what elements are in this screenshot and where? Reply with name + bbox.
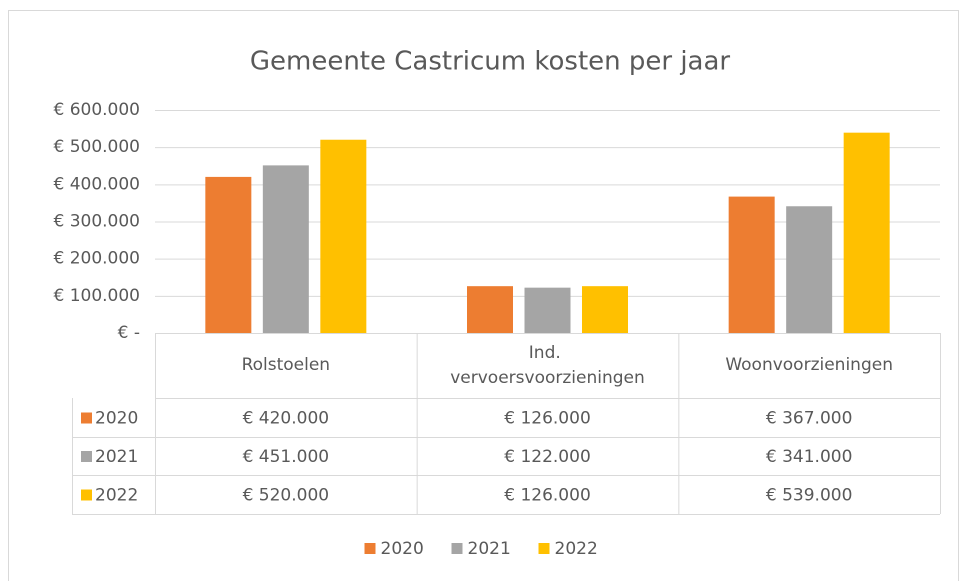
- y-tick-label: € 100.000: [53, 286, 140, 306]
- table-series-label: 2022: [95, 486, 138, 506]
- bar: [524, 287, 571, 333]
- bar: [728, 196, 775, 333]
- legend-key: [364, 543, 376, 554]
- legend-key: [451, 543, 463, 554]
- table-value: € 126.000: [504, 409, 591, 429]
- y-tick-label: € 300.000: [53, 212, 140, 232]
- table-series-label: 2021: [95, 447, 138, 467]
- bar: [843, 132, 890, 333]
- y-tick-label: € 200.000: [53, 249, 140, 269]
- table-legend-key: [81, 451, 92, 462]
- bar: [262, 165, 309, 333]
- chart-title: Gemeente Castricum kosten per jaar: [250, 47, 731, 77]
- y-tick-label: € -: [118, 323, 140, 343]
- bar: [320, 139, 367, 333]
- x-tick-label: Ind. vervoersvoorzieningen: [450, 343, 645, 388]
- table-legend-key: [81, 412, 92, 424]
- legend-label: 2021: [468, 539, 511, 559]
- y-tick-label: € 500.000: [53, 137, 140, 157]
- table-value: € 126.000: [504, 486, 591, 506]
- x-tick-label: Woonvoorzieningen: [725, 355, 893, 375]
- table-series-label: 2020: [95, 409, 138, 429]
- table-value: € 451.000: [243, 447, 330, 467]
- bar: [467, 286, 513, 333]
- legend-key: [538, 543, 550, 554]
- table-value: € 122.000: [504, 447, 591, 467]
- table-value: € 539.000: [766, 486, 853, 506]
- y-tick-label: € 600.000: [53, 100, 140, 120]
- table-value: € 420.000: [243, 409, 330, 429]
- table-value: € 520.000: [243, 486, 330, 506]
- y-tick-label: € 400.000: [53, 174, 140, 194]
- legend-label: 2022: [555, 539, 598, 559]
- table-value: € 367.000: [766, 409, 853, 429]
- legend-label: 2020: [381, 539, 424, 559]
- bar: [582, 286, 628, 333]
- table-legend-key: [81, 489, 92, 501]
- table-value: € 341.000: [766, 447, 853, 467]
- x-tick-label: Rolstoelen: [242, 355, 331, 375]
- bar: [786, 206, 833, 333]
- bar: [205, 176, 252, 333]
